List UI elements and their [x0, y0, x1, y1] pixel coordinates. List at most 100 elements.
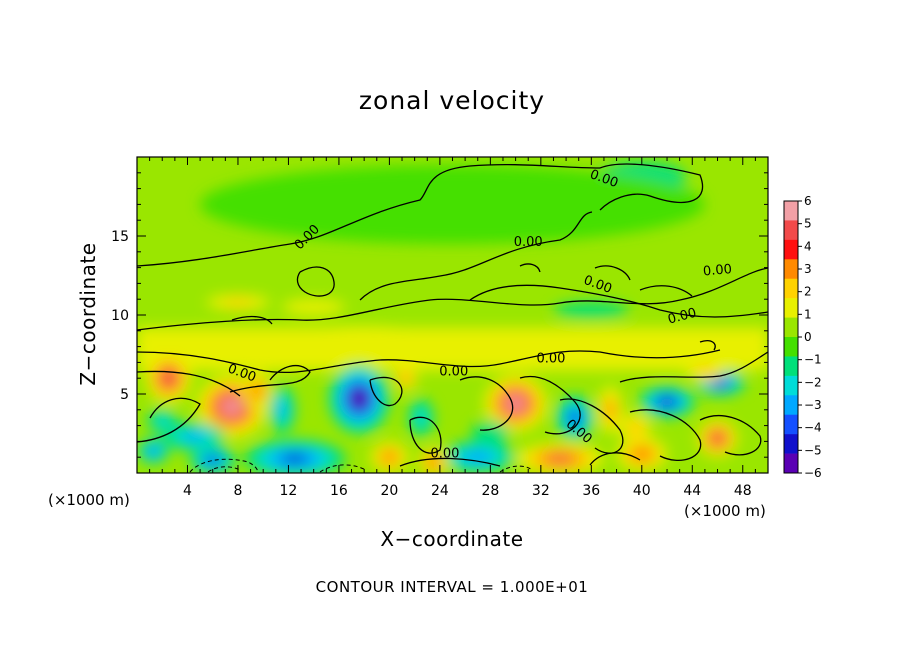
colorbar-segment	[784, 220, 798, 241]
field-blob	[282, 454, 308, 464]
field-blob	[160, 369, 177, 388]
field-blob	[183, 432, 204, 442]
contour-label: 0.00	[430, 447, 459, 462]
contour-line	[137, 397, 201, 443]
contour-line	[137, 370, 241, 397]
contour-line	[359, 211, 593, 301]
y-tick-label: 15	[111, 229, 129, 245]
colorbar-segment	[784, 356, 798, 377]
colorbar: 6 5 4 3 2 1 0 −1 −2 −3 −4 −5 −6	[783, 194, 822, 480]
contour-label: 0.00	[536, 352, 565, 367]
field-blob	[630, 446, 653, 462]
x-tick-label: 12	[280, 483, 298, 499]
contour-line-negative	[207, 466, 241, 473]
field-blob	[153, 414, 172, 428]
contour-labels: 0.000.000.000.000.000.000.00 0.000.000.00…	[226, 167, 733, 461]
colorbar-label: 0	[804, 330, 812, 344]
colorbar-label: −3	[804, 398, 822, 412]
colorbar-label: −6	[804, 466, 822, 480]
field-blob	[278, 402, 287, 418]
field-blob	[693, 366, 717, 378]
colorbar-segment	[784, 317, 798, 338]
contour-line	[629, 409, 702, 461]
field-blob	[137, 335, 238, 352]
x-tick-label: 36	[582, 483, 600, 499]
field-blob	[548, 454, 571, 463]
colorbar-segment	[784, 395, 798, 416]
colorbar-segment	[784, 259, 798, 280]
contour-line	[137, 349, 721, 374]
field-blob	[626, 419, 645, 439]
zero-contours	[137, 163, 768, 473]
field-blob	[402, 374, 410, 383]
colorbar-segment	[784, 434, 798, 454]
contour-line	[619, 351, 768, 383]
colorbar-segment	[784, 375, 798, 396]
colorbar-label: 6	[804, 194, 812, 208]
x-tick-label: 32	[532, 483, 550, 499]
contour-line	[469, 284, 768, 318]
colorbar-label: −4	[804, 421, 822, 435]
x-axis-label: X−coordinate	[380, 527, 524, 551]
chart-title: zonal velocity	[358, 86, 546, 115]
colorbar-segment	[784, 453, 798, 474]
colorbar-segment	[784, 239, 798, 260]
colorbar-segment	[784, 201, 798, 221]
contour-line	[137, 163, 601, 267]
field-blob	[222, 398, 241, 415]
field-blob	[221, 298, 255, 307]
contour-label: 0.00	[702, 262, 732, 279]
field-blob	[711, 378, 729, 388]
field-blob	[206, 456, 220, 465]
contour-line	[639, 285, 693, 297]
contour-interval-note: CONTOUR INTERVAL = 1.000E+01	[315, 578, 589, 596]
y-tick-label: 10	[111, 308, 129, 324]
contour-line	[229, 364, 311, 393]
contour-line	[594, 265, 631, 281]
field-blob	[471, 420, 510, 447]
x-tick-label: 40	[633, 483, 651, 499]
x-tick-label: 4	[183, 483, 192, 499]
contour-line	[589, 452, 641, 466]
x-unit-label-right: (×1000 m)	[684, 502, 766, 520]
contour-line	[137, 267, 768, 331]
contour-line-negative	[319, 464, 367, 473]
contour-line	[459, 376, 514, 431]
contour-line	[399, 457, 501, 467]
contour-line	[296, 266, 335, 297]
colorbar-segment	[784, 414, 798, 435]
x-tick-label: 48	[734, 483, 752, 499]
contour-line	[519, 376, 581, 435]
x-unit-label-left: (×1000 m)	[48, 491, 130, 509]
field-blob	[351, 390, 367, 408]
field-blob	[553, 302, 630, 319]
field-blob	[540, 333, 743, 353]
field-blob	[288, 326, 440, 352]
contour-line	[231, 315, 273, 325]
field-blob	[657, 396, 677, 408]
contour-label: 0.00	[514, 235, 543, 250]
field-blob	[569, 411, 581, 424]
x-tick-label: 20	[380, 483, 398, 499]
contour-line	[409, 416, 442, 454]
contour-line-negative	[189, 458, 259, 473]
velocity-field	[137, 157, 768, 473]
colorbar-label: −5	[804, 443, 822, 457]
colorbar-segment	[784, 337, 798, 357]
x-tick-label: 28	[481, 483, 499, 499]
x-tick-label: 24	[431, 483, 449, 499]
field-blob	[710, 431, 725, 445]
colorbar-label: 4	[804, 239, 812, 253]
contour-label: 0.00	[666, 306, 698, 328]
y-tick-label: 5	[120, 387, 129, 403]
x-tick-label: 16	[330, 483, 348, 499]
contour-label: 0.00	[439, 364, 468, 379]
contour-line	[599, 163, 704, 211]
field-blob	[200, 164, 705, 244]
contour-line	[519, 263, 541, 273]
colorbar-label: −1	[804, 353, 822, 367]
field-blob	[146, 444, 161, 457]
contour-line	[699, 415, 762, 456]
